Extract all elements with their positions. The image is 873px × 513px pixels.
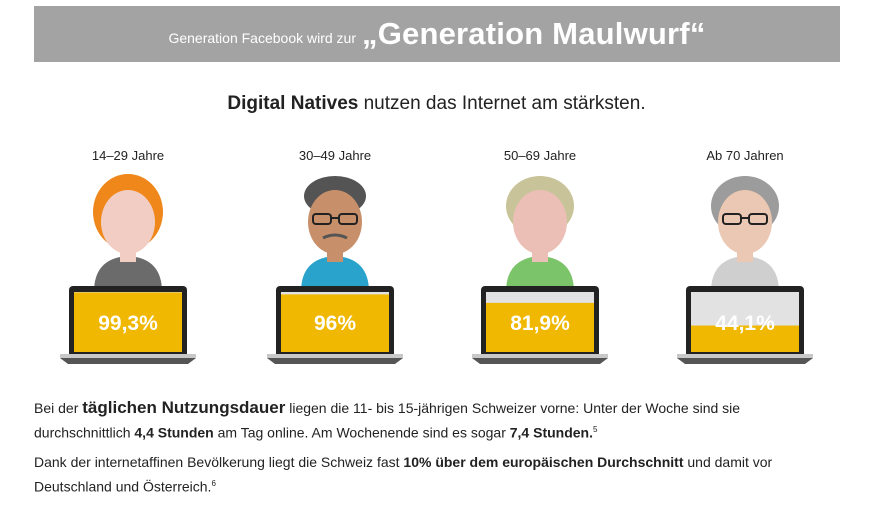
person-1 [93,174,163,292]
value-label: 96% [314,312,356,335]
p1-bold-weekend: 7,4 Stunden. [509,424,593,441]
header-prefix: Generation Facebook wird zur [168,30,357,46]
europe-paragraph: Dank der internetaffinen Bevölkerung lie… [34,451,834,498]
shirt [711,256,779,292]
shirt [506,256,574,292]
p1-footnote-ref: 5 [592,425,598,434]
laptop-keyboard-edge [267,354,403,358]
laptop-base [267,358,403,364]
usage-paragraph: Bei der täglichen Nutzungsdauer liegen d… [34,397,834,444]
laptop-bar-chart: 14–29 Jahre 99,3% 30–49 Jahre 96% 50–69 Jahr… [60,148,813,364]
laptop-keyboard-edge [60,354,196,358]
face [513,190,567,254]
face [308,190,362,254]
p2-footnote-ref: 6 [211,479,216,488]
mustache [322,233,348,240]
bar [486,302,594,352]
category-label: 14–29 Jahre [92,148,164,163]
p1-text-3: am Tag online. Am Wochenende sind es sog… [213,424,510,441]
face [101,190,155,254]
value-label: 99,3% [98,312,158,335]
laptop-base [677,358,813,364]
chart-title-bold: Digital Natives [227,93,359,114]
laptop-keyboard-edge [677,354,813,358]
p2-text-2: und damit vor Deutschland und Österreich… [34,454,773,495]
value-label: 44,1% [715,312,775,335]
person-4 [711,176,779,292]
category-label: Ab 70 Jahren [706,148,783,163]
category-label: 50–69 Jahre [504,148,576,163]
face [718,190,772,254]
p1-keyword: täglichen Nutzungsdauer [82,398,286,417]
shirt [301,256,369,292]
person-3 [506,176,574,292]
chart-title-rest: nutzen das Internet am stärksten. [358,93,646,114]
chart-title: Digital Natives nutzen das Internet am s… [0,93,873,115]
category-label: 30–49 Jahre [299,148,371,163]
value-label: 81,9% [510,312,570,335]
p1-bold-weekday: 4,4 Stunden [134,424,214,441]
header-title: „Generation Maulwurf“ [362,16,706,51]
bar [74,292,182,352]
bar [281,294,389,352]
p1-text-2: liegen die 11- bis 15-jährigen Schweizer… [34,400,741,441]
header-banner: Generation Facebook wird zur „Generation… [34,6,840,62]
p2-bold: 10% über dem europäischen Durchschnitt [403,454,684,470]
laptop-base [472,358,608,364]
p1-text-1: Bei der [34,400,83,416]
person-2 [301,176,369,292]
shirt [94,256,162,292]
laptop-base [60,358,196,364]
p2-text-1: Dank der internetaffinen Bevölkerung lie… [34,454,404,470]
laptop-keyboard-edge [472,354,608,358]
bar [691,325,799,352]
